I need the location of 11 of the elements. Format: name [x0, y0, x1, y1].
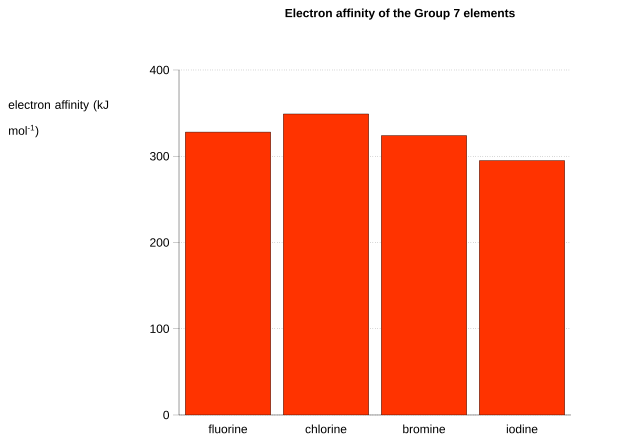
x-tick-label: chlorine — [306, 424, 346, 434]
x-tick-label: fluorine — [208, 424, 248, 434]
y-tick-label: 0 — [163, 410, 170, 420]
x-tick-label: iodine — [506, 424, 538, 434]
text: electron affinity (kJ mol$^{-1}$) — [8, 100, 108, 138]
chart-title: Electron affinity of the Group 7 elements — [286, 8, 515, 20]
y-tick-label: 400 — [150, 66, 170, 74]
y-tick-label: 300 — [150, 152, 170, 160]
x-tick-label: bromine — [403, 424, 446, 434]
y-tick-label: 200 — [150, 238, 170, 247]
y-tick-label: 100 — [150, 324, 170, 333]
